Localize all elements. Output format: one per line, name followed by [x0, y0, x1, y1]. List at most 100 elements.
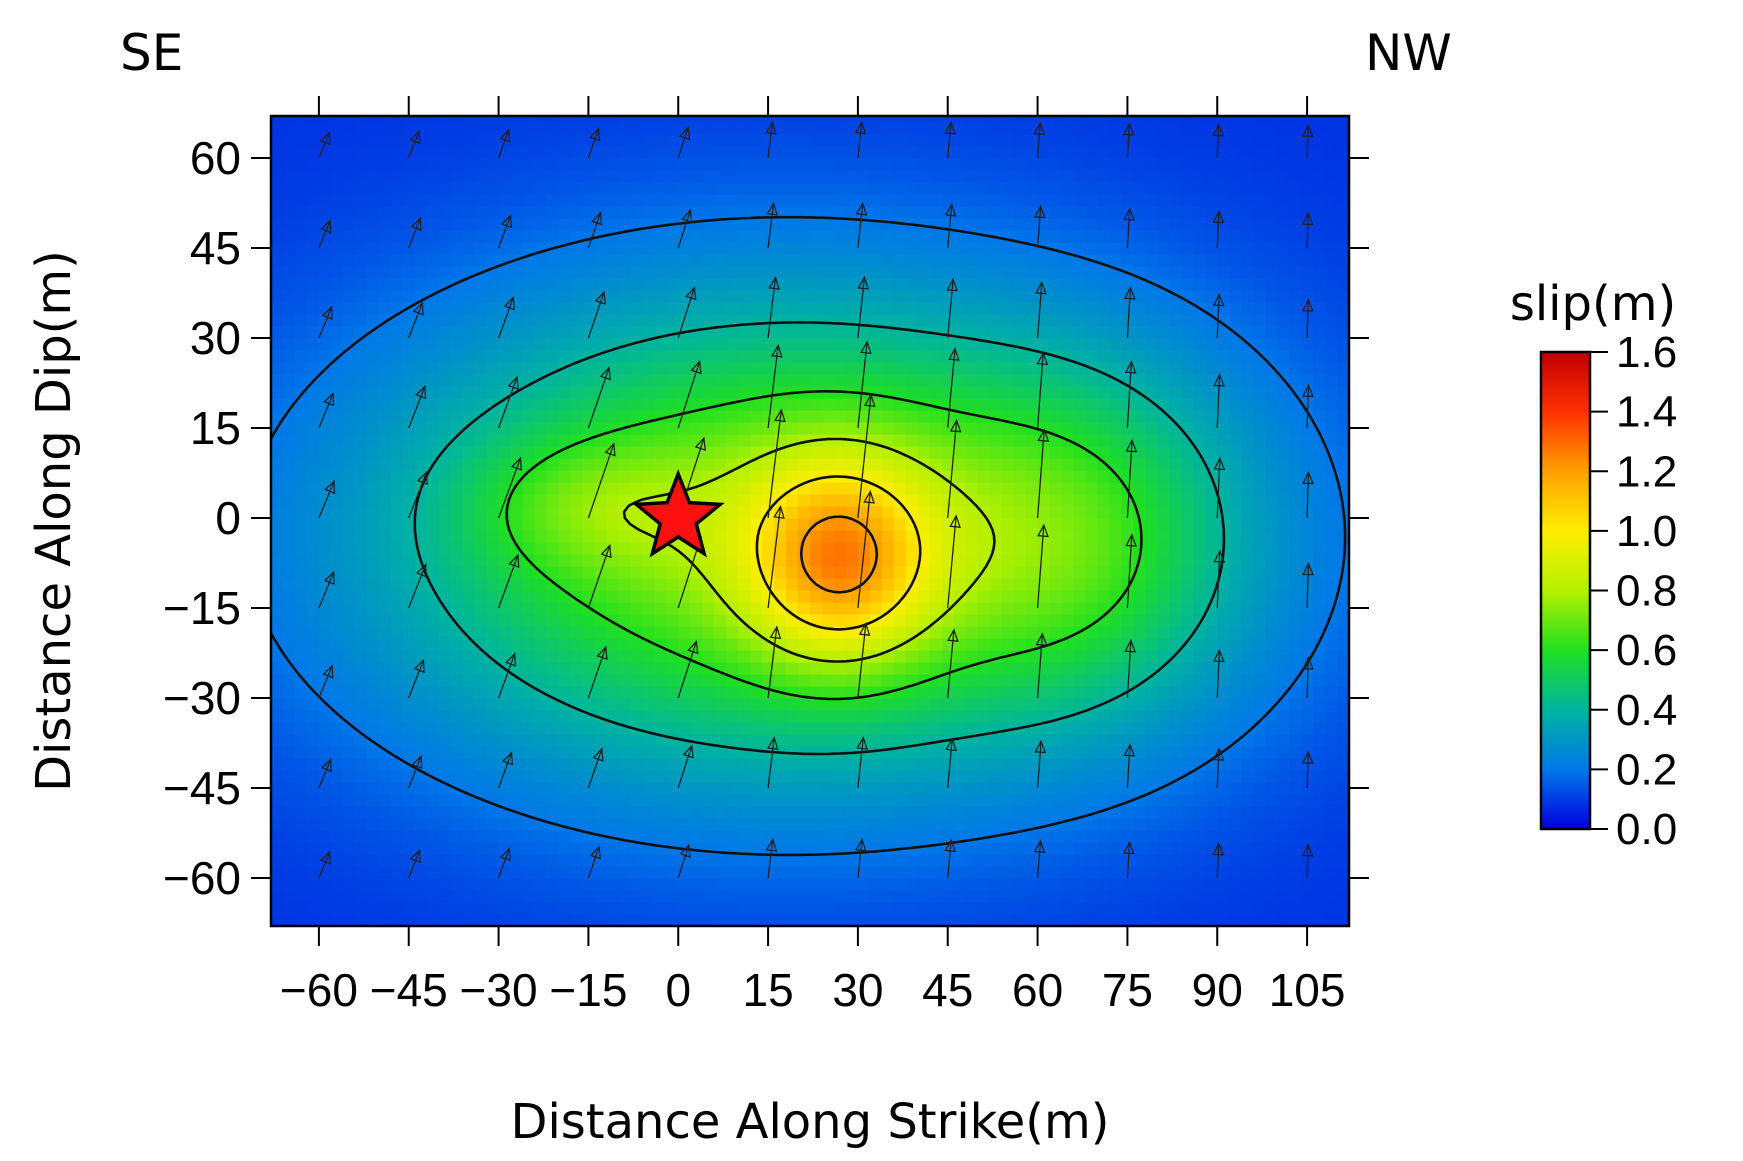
heatmap-cell — [762, 374, 775, 387]
heatmap-cell — [1049, 578, 1063, 591]
heatmap-cell — [1001, 374, 1015, 387]
heatmap-cell — [1013, 818, 1027, 831]
heatmap-cell — [941, 890, 955, 903]
heatmap-cell — [1073, 890, 1087, 903]
heatmap-cell — [822, 638, 835, 651]
heatmap-cell — [474, 854, 488, 867]
heatmap-cell — [929, 890, 943, 903]
heatmap-cell — [1037, 314, 1051, 327]
heatmap-cell — [486, 362, 500, 375]
heatmap-cell — [510, 818, 524, 831]
heatmap-cell — [450, 266, 464, 279]
heatmap-cell — [594, 878, 607, 891]
heatmap-cell — [582, 806, 595, 819]
heatmap-cell — [378, 446, 392, 459]
heatmap-cell — [738, 650, 751, 663]
heatmap-cell — [857, 854, 871, 867]
heatmap-cell — [1025, 614, 1039, 627]
heatmap-cell — [654, 434, 667, 447]
heatmap-cell — [1073, 734, 1087, 747]
heatmap-cell — [1049, 374, 1063, 387]
heatmap-cell — [390, 338, 404, 351]
heatmap-cell — [306, 116, 320, 123]
heatmap-cell — [822, 518, 835, 531]
heatmap-cell — [426, 674, 440, 687]
heatmap-cell — [786, 350, 799, 363]
heatmap-cell — [1097, 530, 1111, 543]
heatmap-cell — [690, 674, 703, 687]
heatmap-cell — [654, 710, 667, 723]
heatmap-cell — [1037, 374, 1051, 387]
heatmap-cell — [642, 266, 655, 279]
heatmap-cell — [1025, 902, 1039, 915]
heatmap-cell — [1013, 746, 1027, 759]
heatmap-cell — [857, 410, 871, 423]
heatmap-cell — [342, 614, 356, 627]
heatmap-cell — [977, 722, 991, 735]
heatmap-cell — [582, 638, 595, 651]
heatmap-cell — [834, 350, 847, 363]
heatmap-cell — [594, 674, 607, 687]
heatmap-cell — [1025, 830, 1039, 843]
heatmap-cell — [1121, 398, 1134, 411]
heatmap-cell — [366, 746, 380, 759]
heatmap-cell — [1133, 242, 1146, 255]
heatmap-cell — [1037, 590, 1051, 603]
heatmap-cell — [810, 506, 823, 519]
heatmap-cell — [905, 746, 919, 759]
heatmap-cell — [630, 698, 643, 711]
heatmap-cell — [414, 446, 428, 459]
heatmap-cell — [306, 830, 320, 843]
heatmap-cell — [726, 722, 739, 735]
heatmap-cell — [1085, 638, 1099, 651]
heatmap-cell — [510, 218, 524, 231]
heatmap-cell — [606, 266, 619, 279]
heatmap-cell — [402, 794, 416, 807]
heatmap-cell — [1133, 854, 1146, 867]
heatmap-cell — [318, 482, 332, 495]
heatmap-cell — [786, 146, 799, 159]
heatmap-cell — [582, 878, 595, 891]
heatmap-cell — [1037, 326, 1051, 339]
heatmap-cell — [498, 470, 512, 483]
heatmap-cell — [1085, 662, 1099, 675]
heatmap-cell — [366, 854, 380, 867]
heatmap-cell — [1145, 746, 1158, 759]
heatmap-cell — [1049, 602, 1063, 615]
heatmap-cell — [738, 854, 751, 867]
heatmap-cell — [690, 662, 703, 675]
heatmap-cell — [726, 410, 739, 423]
heatmap-cell — [1085, 626, 1099, 639]
heatmap-cell — [893, 650, 907, 663]
heatmap-cell — [738, 338, 751, 351]
heatmap-cell — [474, 458, 488, 471]
heatmap-cell — [1025, 170, 1039, 183]
heatmap-cell — [929, 698, 943, 711]
heatmap-cell — [1085, 386, 1099, 399]
heatmap-cell — [1001, 842, 1015, 855]
heatmap-cell — [1109, 314, 1122, 327]
heatmap-cell — [426, 902, 440, 915]
heatmap-cell — [726, 818, 739, 831]
heatmap-cell — [570, 506, 583, 519]
heatmap-cell — [654, 458, 667, 471]
heatmap-cell — [450, 890, 464, 903]
heatmap-cell — [881, 374, 895, 387]
heatmap-cell — [546, 722, 560, 735]
heatmap-cell — [786, 698, 799, 711]
heatmap-cell — [414, 410, 428, 423]
heatmap-cell — [1097, 686, 1111, 699]
heatmap-cell — [414, 602, 428, 615]
heatmap-cell — [330, 254, 344, 267]
heatmap-cell — [295, 722, 308, 735]
heatmap-cell — [654, 146, 667, 159]
heatmap-cell — [426, 230, 440, 243]
heatmap-cell — [498, 158, 512, 171]
heatmap-cell — [1145, 806, 1158, 819]
heatmap-cell — [534, 842, 548, 855]
heatmap-cell — [582, 170, 595, 183]
heatmap-cell — [342, 662, 356, 675]
heatmap-cell — [271, 410, 284, 423]
heatmap-cell — [546, 698, 560, 711]
heatmap-cell — [654, 254, 667, 267]
